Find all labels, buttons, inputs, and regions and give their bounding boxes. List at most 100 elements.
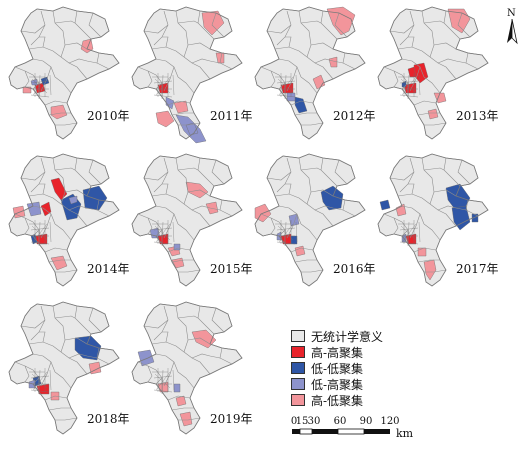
district-border-2018-1 — [52, 305, 66, 353]
district-border-2010-15 — [54, 76, 72, 94]
district-border-2012-3 — [334, 12, 348, 38]
district-border-2019-16 — [167, 395, 191, 401]
map-panel-2014: 2014年 — [5, 152, 130, 292]
district-border-2011-8 — [162, 36, 169, 48]
district-border-2017-4 — [389, 171, 415, 181]
legend-label-none: 无统计学意义 — [311, 329, 384, 344]
district-border-2014-16 — [44, 247, 68, 253]
region-high-low-2010-4 — [22, 86, 32, 94]
scale-segment-4 — [337, 428, 365, 435]
legend-swatch-low-high — [291, 378, 305, 390]
district-border-2016-6 — [274, 193, 308, 205]
district-border-2016-20 — [270, 217, 276, 235]
scale-tick-120: 120 — [380, 416, 400, 427]
district-border-2012-1 — [298, 10, 312, 58]
legend-item-low-low: 低-低聚集 — [291, 360, 363, 376]
scale-tick-15: 15 — [295, 416, 309, 427]
urban-border-2011-8 — [154, 78, 171, 94]
outline-2013 — [377, 6, 489, 140]
district-border-2016-1 — [298, 157, 312, 205]
map-2017 — [377, 153, 489, 287]
district-border-2012-16 — [290, 100, 314, 106]
scale-tick-30: 30 — [307, 416, 321, 427]
district-border-2015-3 — [211, 159, 225, 185]
legend-swatch-high-high — [291, 346, 305, 358]
urban-border-2016-3 — [276, 241, 296, 245]
district-border-2011-5 — [177, 20, 199, 24]
district-border-2019-10 — [183, 351, 211, 375]
region-high-high-2011-2 — [157, 82, 169, 94]
district-border-2017-2 — [443, 157, 461, 187]
district-border-2018-15 — [54, 371, 72, 389]
district-border-2019-14 — [163, 361, 175, 387]
district-border-2011-2 — [197, 10, 215, 40]
district-border-2011-7 — [187, 42, 211, 50]
urban-border-2012-1 — [276, 80, 296, 84]
region-low-high-2015-6 — [173, 243, 181, 251]
district-border-2015-7 — [187, 189, 211, 197]
district-border-2019-9 — [155, 353, 179, 373]
urban-border-2010-1 — [30, 80, 50, 84]
urban-border-2016-1 — [276, 227, 296, 231]
district-border-2017-16 — [413, 247, 437, 253]
region-high-low-2015-5 — [171, 257, 185, 269]
district-border-2013-18 — [424, 122, 447, 126]
district-border-2010-1 — [52, 10, 66, 58]
district-border-2011-15 — [177, 76, 195, 94]
urban-border-2015-3 — [153, 241, 173, 245]
urban-border-2015-5 — [161, 221, 164, 247]
district-border-2016-19 — [278, 229, 286, 237]
district-border-2015-9 — [155, 205, 179, 225]
district-border-2014-8 — [39, 183, 46, 195]
region-high-low-2010-5 — [50, 104, 68, 120]
region-low-low-2016-4 — [290, 235, 298, 245]
outline-2010 — [8, 6, 120, 140]
district-border-2019-8 — [162, 331, 169, 343]
district-border-2011-20 — [147, 70, 153, 88]
district-border-2010-14 — [40, 66, 52, 92]
district-border-2014-2 — [74, 157, 92, 187]
map-2019 — [131, 301, 243, 435]
district-border-2012-0 — [276, 10, 292, 46]
district-border-2016-10 — [306, 203, 334, 227]
urban-border-2013-5 — [407, 74, 410, 100]
district-border-2019-6 — [151, 341, 185, 353]
district-border-2014-6 — [28, 193, 62, 205]
district-border-2012-17 — [294, 112, 317, 116]
urban-border-2013-1 — [399, 80, 419, 84]
district-border-2013-15 — [423, 76, 441, 94]
district-border-2016-14 — [286, 213, 298, 239]
district-border-2018-6 — [28, 341, 62, 353]
urban-border-2019-7 — [172, 369, 175, 391]
district-border-2019-4 — [143, 319, 169, 329]
outline-2011 — [131, 6, 243, 140]
district-border-2013-12 — [437, 58, 467, 64]
urban-border-2017-7 — [418, 221, 421, 243]
legend-label-high-high: 高-高聚集 — [311, 345, 364, 360]
urban-border-2017-1 — [399, 227, 419, 231]
urban-border-2016-7 — [295, 221, 298, 243]
district-border-2019-3 — [211, 307, 225, 333]
district-border-2016-12 — [314, 205, 344, 211]
region-high-low-2013-6 — [427, 108, 439, 120]
district-border-2017-13 — [383, 213, 409, 244]
urban-border-2012-3 — [276, 94, 296, 98]
year-label-2014: 2014年 — [87, 262, 130, 276]
outline-2016 — [254, 153, 366, 287]
region-low-high-2016-2 — [288, 213, 300, 227]
district-border-2016-3 — [334, 159, 348, 185]
scale-segment-3 — [312, 429, 338, 434]
district-border-2012-10 — [306, 56, 334, 80]
district-border-2015-20 — [147, 217, 153, 235]
year-label-2017: 2017年 — [456, 262, 499, 276]
district-border-2016-4 — [266, 171, 292, 181]
district-border-2018-19 — [32, 377, 40, 385]
district-border-2017-12 — [437, 205, 467, 211]
urban-border-2011-3 — [153, 94, 173, 98]
urban-border-2011-5 — [161, 74, 164, 100]
district-border-2010-7 — [64, 42, 88, 50]
district-border-2015-14 — [163, 213, 175, 239]
district-border-2016-18 — [301, 269, 324, 273]
district-border-2015-0 — [153, 157, 169, 193]
year-label-2013: 2013年 — [456, 109, 499, 123]
